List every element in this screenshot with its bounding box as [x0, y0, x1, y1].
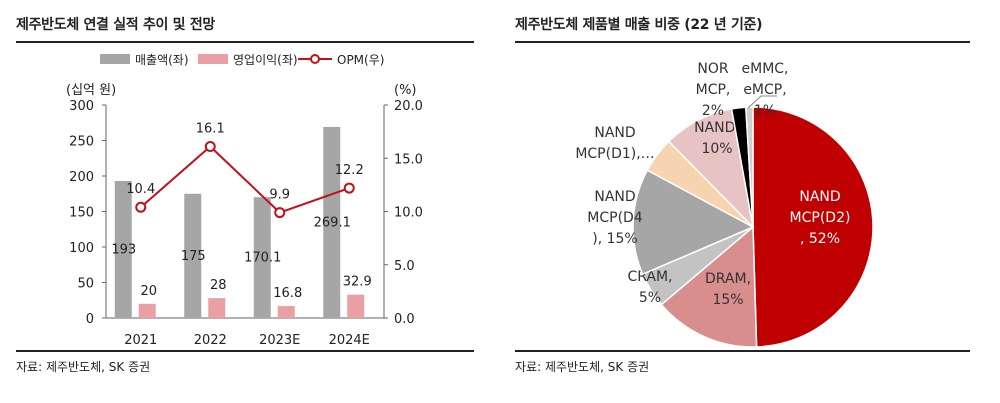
legend-label-2: OPM(우): [337, 53, 384, 67]
right-source-note: 자료: 제주반도체, SK 증권: [515, 360, 650, 374]
left-source-note: 자료: 제주반도체, SK 증권: [16, 360, 151, 374]
pie-label-7: eMMC, eMCP, 1%: [742, 61, 789, 119]
pie-label-line: 15%: [712, 292, 743, 308]
bar-revenue-2023E: [253, 197, 271, 318]
y-axis-unit-left: (십억 원): [66, 83, 116, 98]
pie-slice-0: [752, 106, 874, 348]
y-tick-right: 15.0: [394, 152, 423, 167]
x-tick-2024E: 2024E: [329, 333, 370, 348]
opm-label-2021: 10.4: [126, 182, 155, 197]
left-bottom-rule: [16, 350, 474, 352]
y-tick-left: 0: [86, 312, 94, 327]
y-tick-left: 100: [69, 241, 94, 256]
y-tick-right: 10.0: [394, 206, 423, 221]
opm-label-2023E: 9.9: [269, 188, 290, 203]
y-tick-left: 200: [69, 170, 94, 185]
label-operating-profit-2023E: 16.8: [273, 286, 302, 301]
opm-point-2023E: [274, 207, 286, 219]
pie-label-0: NAND MCP(D2) , 52%: [790, 189, 851, 247]
y-tick-left: 150: [69, 206, 94, 221]
pie-label-line: eMMC,: [742, 61, 789, 77]
pie-label-line: ), 15%: [592, 231, 637, 247]
pie-label-line: CRAM,: [627, 269, 672, 285]
label-operating-profit-2024E: 32.9: [343, 275, 372, 290]
pie-label-line: eMCP,: [743, 82, 786, 98]
pie-label-line: DRAM,: [705, 271, 751, 287]
y-tick-right: 0.0: [394, 312, 415, 327]
label-revenue-2024E: 269.1: [314, 215, 351, 230]
bar-operating-profit-2022: [208, 298, 226, 318]
legend-label-0: 매출액(좌): [135, 53, 189, 67]
pie-leader-line: [747, 95, 777, 109]
bar-revenue-2022: [184, 193, 202, 318]
legend-swatch-1: [198, 54, 228, 64]
pie-label-1: DRAM, 15%: [705, 271, 751, 308]
opm-line: [140, 145, 350, 214]
pie-label-line: MCP(D2): [790, 210, 851, 226]
pie-label-line: 5%: [639, 290, 661, 306]
pie-slice-1: [660, 225, 758, 348]
bar-operating-profit-2024E: [347, 294, 365, 318]
bar-revenue-2024E: [323, 126, 341, 319]
y-tick-left: 250: [69, 135, 94, 150]
opm-label-2024E: 12.2: [335, 163, 364, 178]
pie-label-2: CRAM, 5%: [627, 269, 672, 306]
left-chart-title: 제주반도체 연결 실적 추이 및 전망: [16, 17, 215, 33]
bar-operating-profit-2023E: [277, 306, 295, 318]
pie-label-line: NOR: [697, 61, 728, 77]
bar-operating-profit-2021: [138, 303, 156, 318]
y-tick-left: 300: [69, 99, 94, 114]
left-top-rule: [16, 41, 474, 43]
pie-label-4: NAND MCP(D1),…: [575, 125, 654, 162]
pie-label-6: NOR MCP, 2%: [696, 61, 731, 119]
right-top-rule: [515, 41, 970, 43]
label-revenue-2023E: 170.1: [244, 251, 281, 266]
pie-label-line: 2%: [702, 103, 724, 119]
opm-point-2021: [135, 201, 147, 213]
left-chart-panel: 제주반도체 연결 실적 추이 및 전망 매출액(좌) 영업이익(좌) OPM(우) (…: [0, 0, 480, 403]
y-axis-unit-right: (%): [394, 83, 417, 98]
right-chart-title: 제주반도체 제품별 매출 비중 (22 년 기준): [515, 17, 763, 33]
x-tick-2023E: 2023E: [259, 333, 300, 348]
opm-label-2022: 16.1: [196, 122, 225, 137]
combo-chart: 매출액(좌) 영업이익(좌) OPM(우)(십억 원) (%)050100150200…: [66, 53, 423, 348]
pie-slice-3: [632, 169, 755, 276]
legend-label-1: 영업이익(좌): [233, 53, 298, 67]
pie-label-line: NAND: [799, 189, 840, 205]
y-tick-right: 20.0: [394, 99, 423, 114]
pie-label-3: NAND MCP(D4 ), 15%: [587, 189, 643, 247]
opm-point-2022: [204, 141, 216, 153]
pie-label-line: NAND: [594, 125, 635, 141]
label-revenue-2022: 175: [181, 249, 206, 264]
x-tick-2021: 2021: [124, 333, 157, 348]
pie-chart: NAND MCP(D2) , 52% DRAM, 15% CRAM, 5% NAND MCP(D…: [575, 61, 874, 348]
pie-label-line: NAND: [594, 189, 635, 205]
bar-revenue-2021: [114, 180, 132, 318]
pie-label-line: 1%: [754, 103, 776, 119]
pie-label-5: NAND, 10%: [694, 120, 740, 157]
pie-label-line: , 52%: [800, 231, 840, 247]
pie-label-line: MCP(D1),…: [575, 146, 654, 162]
pie-label-line: 10%: [701, 141, 732, 157]
right-chart-panel: 제주반도체 제품별 매출 비중 (22 년 기준) NAND MCP(D2) , 5…: [515, 0, 985, 403]
pie-label-line: MCP(D4: [587, 210, 643, 226]
legend-swatch-0: [100, 54, 130, 64]
x-tick-2022: 2022: [194, 333, 227, 348]
pie-label-line: NAND,: [694, 120, 740, 136]
y-tick-left: 50: [77, 277, 94, 292]
opm-point-2024E: [343, 182, 355, 194]
right-bottom-rule: [515, 350, 970, 352]
label-operating-profit-2022: 28: [210, 278, 227, 293]
label-operating-profit-2021: 20: [140, 284, 157, 299]
pie-label-line: MCP,: [696, 82, 731, 98]
legend-marker-2: [310, 54, 320, 64]
y-tick-right: 5.0: [394, 259, 415, 274]
label-revenue-2021: 193: [111, 242, 136, 257]
